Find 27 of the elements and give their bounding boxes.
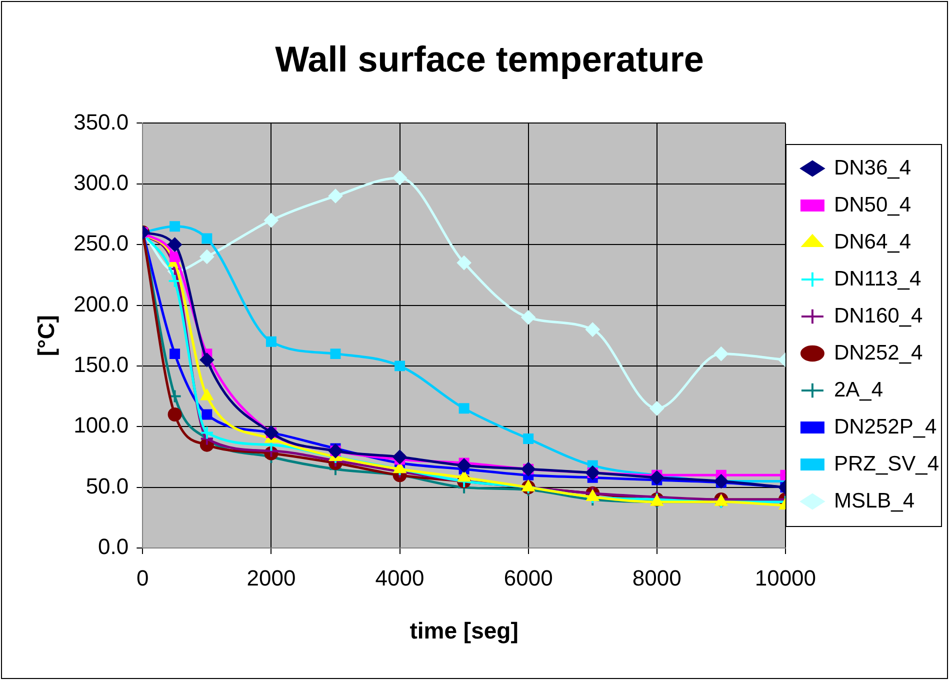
y-tick-label: 300.0 [74, 170, 129, 195]
legend-label: DN160_4 [834, 304, 923, 328]
legend-label: DN113_4 [834, 267, 922, 290]
legend-label: DN64_4 [834, 230, 912, 254]
legend-label: DN36_4 [834, 156, 912, 180]
legend-label: DN252_4 [834, 341, 923, 364]
x-tick-label: 10000 [754, 565, 816, 590]
chart-title: Wall surface temperature [275, 38, 704, 80]
y-tick-label: 350.0 [74, 109, 129, 134]
y-tick-label: 100.0 [74, 412, 129, 438]
legend-label: PRZ_SV_4 [834, 452, 940, 476]
legend-label: DN252P_4 [834, 415, 938, 438]
y-tick-label: 200.0 [74, 291, 129, 316]
x-tick-label: 0 [136, 565, 149, 590]
x-tick-label: 2000 [246, 565, 296, 590]
y-tick-label: 150.0 [74, 352, 129, 378]
legend-label: DN50_4 [834, 193, 912, 216]
y-tick-label: 250.0 [74, 230, 129, 256]
x-tick-label: 4000 [375, 565, 424, 590]
x-tick-label: 8000 [632, 565, 682, 590]
x-axis-title: time [seg] [410, 618, 518, 644]
y-axis-title: [°C] [33, 315, 60, 356]
legend-label: 2A_4 [834, 378, 884, 402]
y-tick-label: 50.0 [86, 473, 129, 498]
x-tick-label: 6000 [504, 565, 553, 590]
legend-label: MSLB_4 [834, 489, 915, 512]
y-tick-label: 0.0 [98, 534, 129, 560]
